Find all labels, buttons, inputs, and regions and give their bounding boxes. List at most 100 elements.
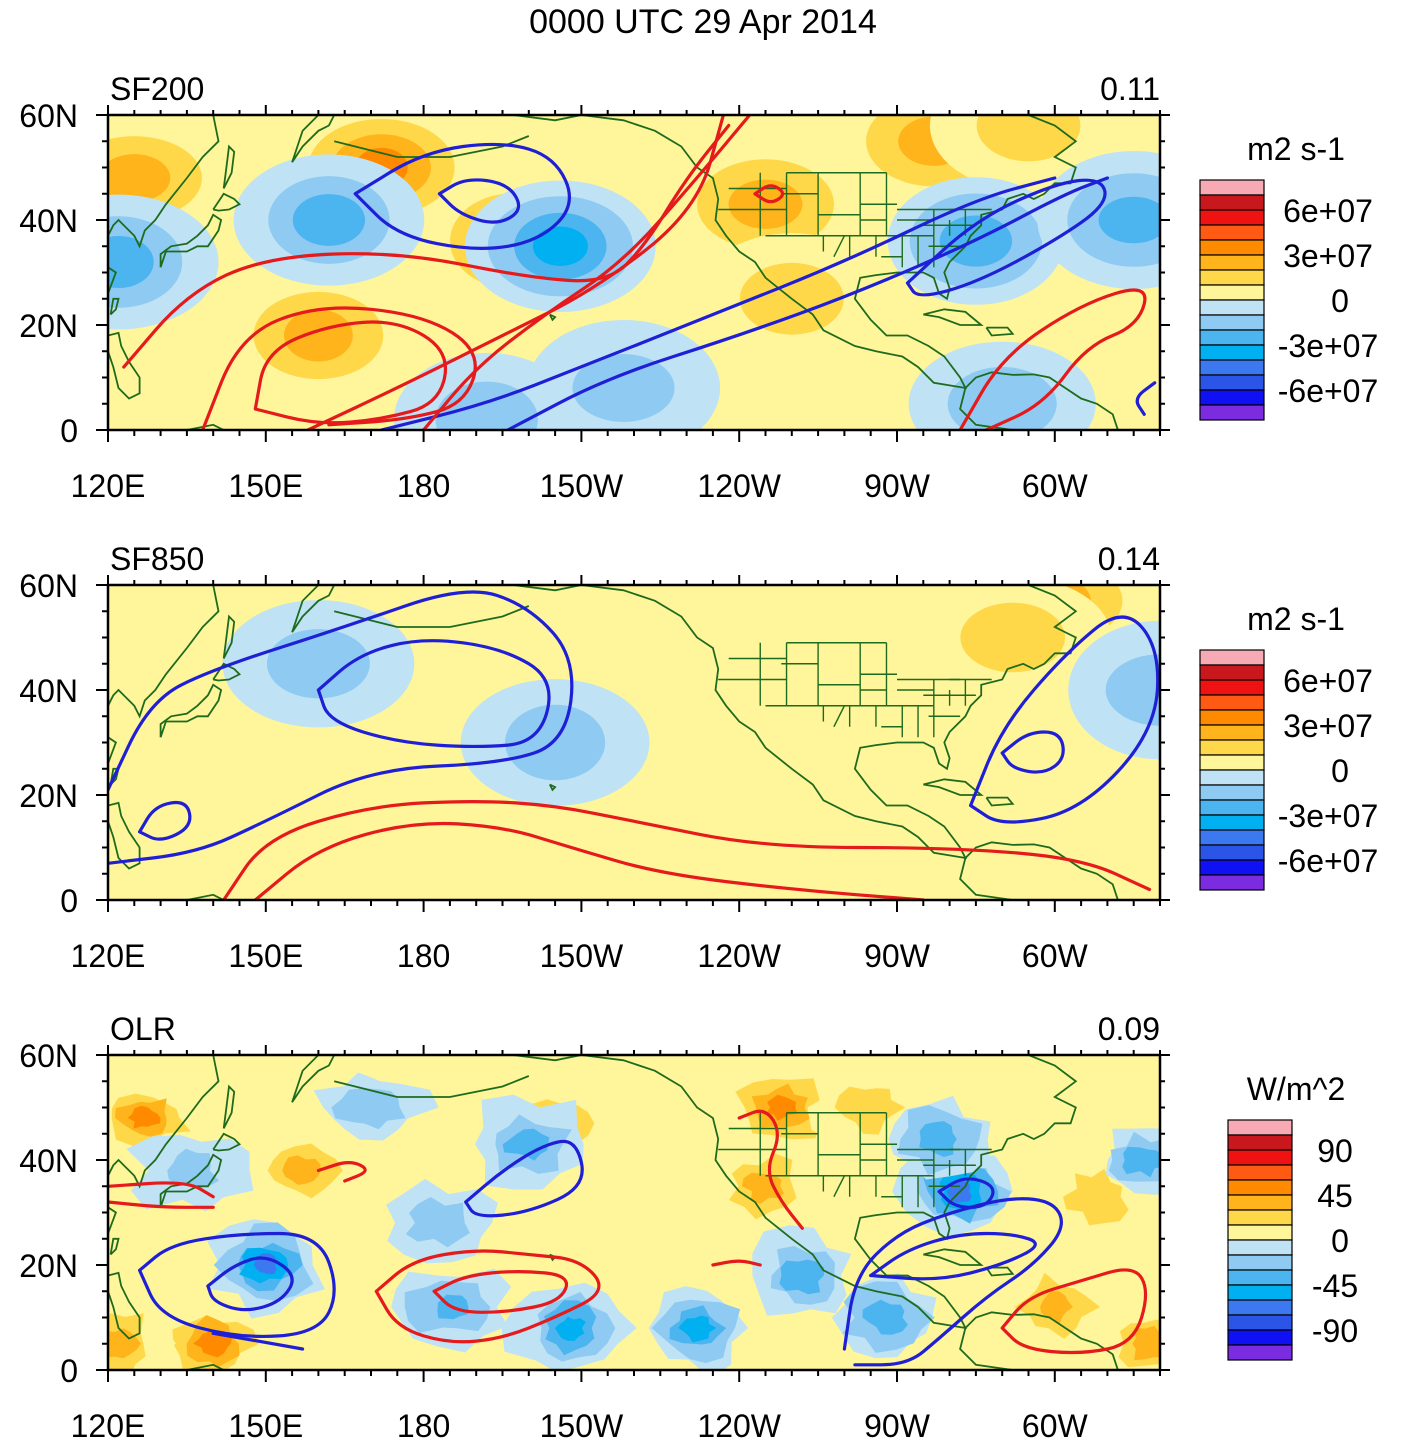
panel-olr: OLR 0.09 120E 150E 180 150W 120W 90W 60W 60N 40N… <box>19 1011 1170 1443</box>
anomaly-band <box>1132 1325 1160 1361</box>
colorbar-label: 0 <box>1331 753 1349 789</box>
negative-contour <box>437 178 521 224</box>
coastline-asia <box>108 115 220 249</box>
negative-contour <box>108 590 574 865</box>
positive-contour <box>222 800 1152 900</box>
colorbar-swatch <box>1199 359 1265 376</box>
coastline-cuba <box>923 308 984 326</box>
y-tick-label: 60N <box>19 568 78 604</box>
x-tick-label: 60W <box>1022 938 1089 974</box>
colorbar-swatch <box>1199 874 1265 891</box>
colorbar-swatch <box>1227 1179 1293 1196</box>
anomaly-band <box>502 1128 550 1161</box>
negative-contour <box>905 178 1107 297</box>
colorbar-swatch <box>1199 829 1265 846</box>
coastline-china <box>108 736 117 774</box>
colorbar-swatch <box>1227 1284 1293 1301</box>
colorbar-sf200 <box>1199 179 1265 421</box>
x-tick-label: 60W <box>1022 1408 1089 1443</box>
y-tick-label: 0 <box>60 413 78 449</box>
y-tick-label: 40N <box>19 673 78 709</box>
x-tick-label: 120W <box>697 938 781 974</box>
anomaly-band <box>1063 1168 1129 1226</box>
y-tick-label: 40N <box>19 203 78 239</box>
colorbar-swatch <box>1227 1209 1293 1226</box>
anomaly-band <box>678 1315 717 1343</box>
field-anomaly <box>908 341 1096 430</box>
x-tick-label: 120W <box>697 1408 781 1443</box>
anomaly-band <box>127 1105 161 1129</box>
colorbar-label: 90 <box>1317 1133 1353 1169</box>
anomaly-band <box>960 602 1066 673</box>
colorbar-swatch <box>1199 694 1265 711</box>
y-tick-label: 40N <box>19 1143 78 1179</box>
field-anomaly <box>313 1072 439 1141</box>
positive-contour <box>1000 1268 1148 1355</box>
coastline-philippines <box>108 1271 141 1340</box>
x-tick-label: 60W <box>1022 468 1089 504</box>
coastline-philippines <box>108 801 141 870</box>
coastline-hokkaido <box>212 192 242 212</box>
positive-contour <box>737 1109 804 1230</box>
coastline-newGuinea <box>165 893 225 900</box>
x-tick-label: 180 <box>397 468 450 504</box>
colorbar-label: -45 <box>1312 1268 1358 1304</box>
field-anomaly <box>207 1219 325 1319</box>
plot-area-olr <box>108 1055 1160 1370</box>
colorbar-swatch <box>1199 254 1265 271</box>
negative-contour <box>842 1197 1063 1367</box>
colorbar-swatch <box>1227 1254 1293 1271</box>
colorbar-swatch <box>1227 1149 1293 1166</box>
x-tick-label: 180 <box>397 938 450 974</box>
positive-contour <box>432 1270 569 1314</box>
coastline-hokkaido <box>212 1132 242 1152</box>
colorbar-swatch <box>1227 1119 1293 1136</box>
y-tick-label: 0 <box>60 883 78 919</box>
coastline-southAmerica <box>959 371 1119 430</box>
colorbar-swatch <box>1199 649 1265 666</box>
coastline-taiwan <box>109 297 120 316</box>
coastline-hispaniola <box>985 326 1015 337</box>
coastline-japan <box>159 1153 223 1208</box>
colorbar-label: -3e+07 <box>1278 798 1379 834</box>
colorbar-label: -6e+07 <box>1278 843 1379 879</box>
negative-contour <box>1135 381 1157 416</box>
negative-contour <box>353 142 572 250</box>
y-tick-label: 20N <box>19 778 78 814</box>
positive-contour <box>108 1200 215 1209</box>
coastline-sakhalin <box>222 1084 236 1129</box>
units-olr: W/m^2 <box>1247 1071 1346 1107</box>
anomaly-band <box>435 381 538 430</box>
anomaly-band <box>1122 1146 1160 1178</box>
x-tick-label: 150E <box>228 1408 303 1443</box>
anomaly-band <box>108 154 171 202</box>
colorbar-swatch <box>1199 739 1265 756</box>
positive-contour <box>253 821 925 900</box>
anomaly-band <box>532 226 588 266</box>
colorbar-swatch <box>1199 239 1265 256</box>
coastline-aleutian <box>333 605 530 628</box>
positive-contour <box>253 320 448 425</box>
anomaly-band <box>919 1121 957 1157</box>
field-anomaly <box>914 585 1112 699</box>
field-anomaly <box>222 271 415 400</box>
panel-title-sf200: SF200 <box>110 71 204 107</box>
field-anomaly <box>727 1066 846 1154</box>
y-tick-label: 60N <box>19 1038 78 1074</box>
colorbar-swatch <box>1199 299 1265 316</box>
colorbar-swatch <box>1227 1344 1293 1361</box>
colorbar-labels-sf200: 6e+07 3e+07 0 -3e+07 -6e+07 <box>1278 193 1379 409</box>
colorbar-labels-sf850: 6e+07 3e+07 0 -3e+07 -6e+07 <box>1278 663 1379 879</box>
x-tick-label: 120W <box>697 468 781 504</box>
anomaly-band <box>331 1088 406 1130</box>
field-anomaly <box>1105 1128 1160 1195</box>
colorbar-label: 3e+07 <box>1283 708 1373 744</box>
negative-contour <box>464 1139 584 1218</box>
anomaly-band <box>1105 654 1160 726</box>
panel-sf850: SF850 0.14 120E 150E 180 150W 120W 90W 60W 60N 4… <box>19 541 1170 974</box>
field-anomaly <box>648 1286 748 1370</box>
colorbar-label: 6e+07 <box>1283 193 1373 229</box>
x-tick-label: 180 <box>397 1408 450 1443</box>
units-sf200: m2 s-1 <box>1247 131 1345 167</box>
